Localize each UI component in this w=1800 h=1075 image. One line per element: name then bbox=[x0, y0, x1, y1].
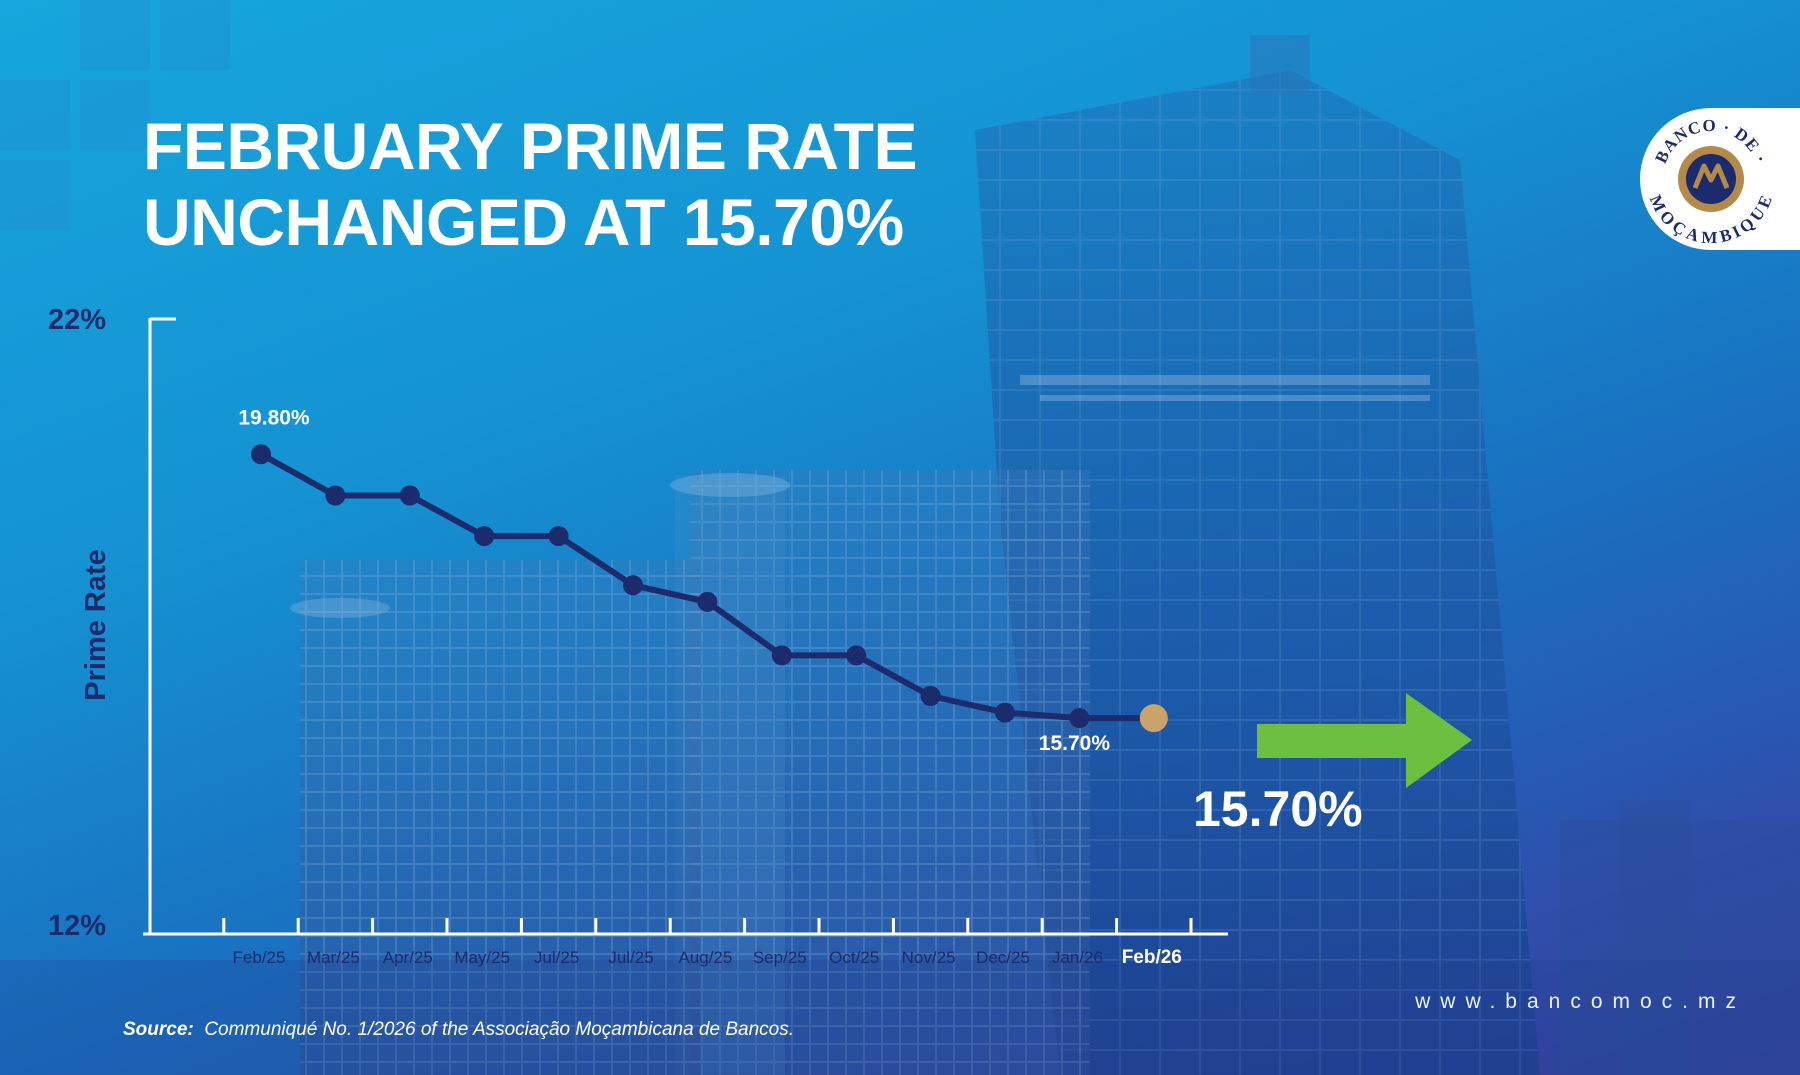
x-tick-label: Sep/25 bbox=[753, 948, 807, 967]
data-point bbox=[846, 645, 867, 666]
x-tick-label: Apr/25 bbox=[383, 948, 433, 967]
y-tick-label-max: 22% bbox=[48, 304, 106, 336]
x-tick-label: Aug/25 bbox=[678, 948, 732, 967]
banco-de-mocambique-logo: BANCO · DE · MOÇAMBIQUE bbox=[1646, 116, 1775, 244]
source-text: Communiqué No. 1/2026 of the Associação … bbox=[204, 1019, 794, 1040]
data-label-jan26: 15.70% bbox=[1039, 732, 1111, 755]
data-point bbox=[995, 702, 1015, 723]
website-link[interactable]: www.bancomoc.mz bbox=[1415, 990, 1746, 1013]
headline-line-2: UNCHANGED AT 15.70% bbox=[143, 185, 904, 259]
x-tick-label: Feb/25 bbox=[233, 948, 286, 967]
x-tick-label: Oct/25 bbox=[829, 948, 879, 967]
prime-rate-series-line bbox=[259, 451, 1154, 722]
data-point bbox=[548, 526, 569, 547]
data-point bbox=[251, 444, 271, 465]
data-point bbox=[697, 591, 718, 612]
x-tick-label: May/25 bbox=[454, 948, 510, 967]
x-tick-label: Jul/25 bbox=[608, 948, 653, 967]
data-point bbox=[1069, 708, 1090, 729]
data-point bbox=[399, 485, 420, 506]
y-axis-label: Prime Rate bbox=[80, 549, 112, 701]
x-tick-label: Feb/26 bbox=[1122, 947, 1182, 968]
data-point bbox=[771, 645, 792, 666]
data-point bbox=[325, 485, 346, 506]
x-tick-label: Jan/26 bbox=[1052, 948, 1103, 967]
headline-line-1: FEBRUARY PRIME RATE bbox=[143, 109, 918, 183]
source-label: Source bbox=[123, 1019, 188, 1040]
arrow-right-icon bbox=[1257, 693, 1472, 788]
x-tick-label: Jul/25 bbox=[534, 948, 579, 967]
headline: FEBRUARY PRIME RATE UNCHANGED AT 15.70% bbox=[143, 108, 918, 260]
x-tick-label: Dec/25 bbox=[976, 948, 1030, 967]
current-rate-label: 15.70% bbox=[1193, 781, 1363, 837]
data-point-current bbox=[1139, 704, 1168, 733]
data-point bbox=[623, 575, 643, 596]
data-label-first: 19.80% bbox=[238, 406, 310, 429]
data-point bbox=[920, 685, 941, 706]
x-tick-label: Mar/25 bbox=[307, 948, 360, 967]
source-note: Source: Communiqué No. 1/2026 of the Ass… bbox=[123, 1019, 794, 1040]
data-point bbox=[474, 526, 495, 547]
x-tick-label: Nov/25 bbox=[902, 948, 956, 967]
y-tick-label-min: 12% bbox=[48, 910, 106, 942]
